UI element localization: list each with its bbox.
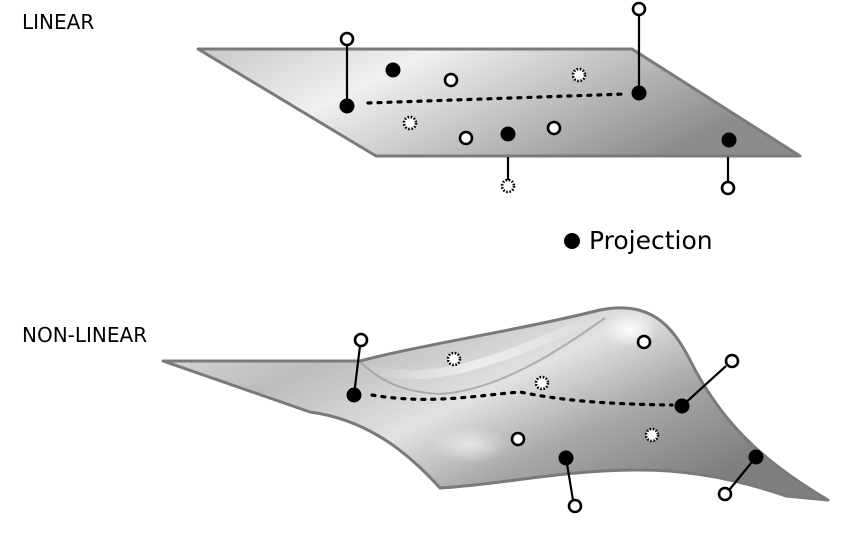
- projected-point-icon: [721, 132, 737, 148]
- legend: Projection: [564, 226, 713, 255]
- original-point-icon: [510, 431, 526, 447]
- hidden-point-icon: [534, 375, 550, 391]
- original-point-icon: [631, 1, 647, 17]
- nonlinear-stem: [352, 345, 362, 396]
- original-point-icon: [717, 486, 733, 502]
- hidden-point-icon: [500, 178, 516, 194]
- linear-projection-path: [366, 92, 628, 105]
- hidden-point-icon: [446, 351, 462, 367]
- hidden-point-icon: [571, 67, 587, 83]
- linear-plane: [196, 47, 802, 158]
- projected-point-icon: [346, 387, 362, 403]
- original-point-icon: [724, 353, 740, 369]
- original-point-icon: [353, 332, 369, 348]
- nonlinear-manifold: [161, 306, 830, 514]
- projected-point-icon: [339, 98, 355, 114]
- projection-legend-icon: [564, 232, 580, 249]
- nonlinear-fold-shadow: [359, 317, 606, 396]
- hidden-point-icon: [644, 427, 660, 443]
- projected-point-icon: [500, 126, 516, 142]
- original-point-icon: [720, 180, 736, 196]
- original-point-icon: [458, 130, 474, 146]
- projected-point-icon: [385, 62, 401, 78]
- nonlinear-section-label: NON-LINEAR: [22, 323, 148, 347]
- original-point-icon: [443, 72, 459, 88]
- nonlinear-ridge: [355, 311, 605, 380]
- linear-manifold: [196, 1, 802, 196]
- nonlinear-highlight: [430, 427, 510, 463]
- nonlinear-projection-path: [370, 390, 674, 407]
- nonlinear-stem: [681, 365, 727, 407]
- projected-point-icon: [558, 450, 574, 466]
- legend-label-projection: Projection: [589, 226, 713, 255]
- original-point-icon: [567, 498, 583, 514]
- linear-section-label: LINEAR: [22, 10, 95, 34]
- projected-point-icon: [631, 85, 647, 101]
- hidden-point-icon: [402, 115, 418, 131]
- nonlinear-surface: [161, 306, 830, 502]
- projected-point-icon: [748, 449, 764, 465]
- original-point-icon: [546, 120, 562, 136]
- original-point-icon: [636, 334, 652, 350]
- projected-point-icon: [674, 398, 690, 414]
- original-point-icon: [339, 31, 355, 47]
